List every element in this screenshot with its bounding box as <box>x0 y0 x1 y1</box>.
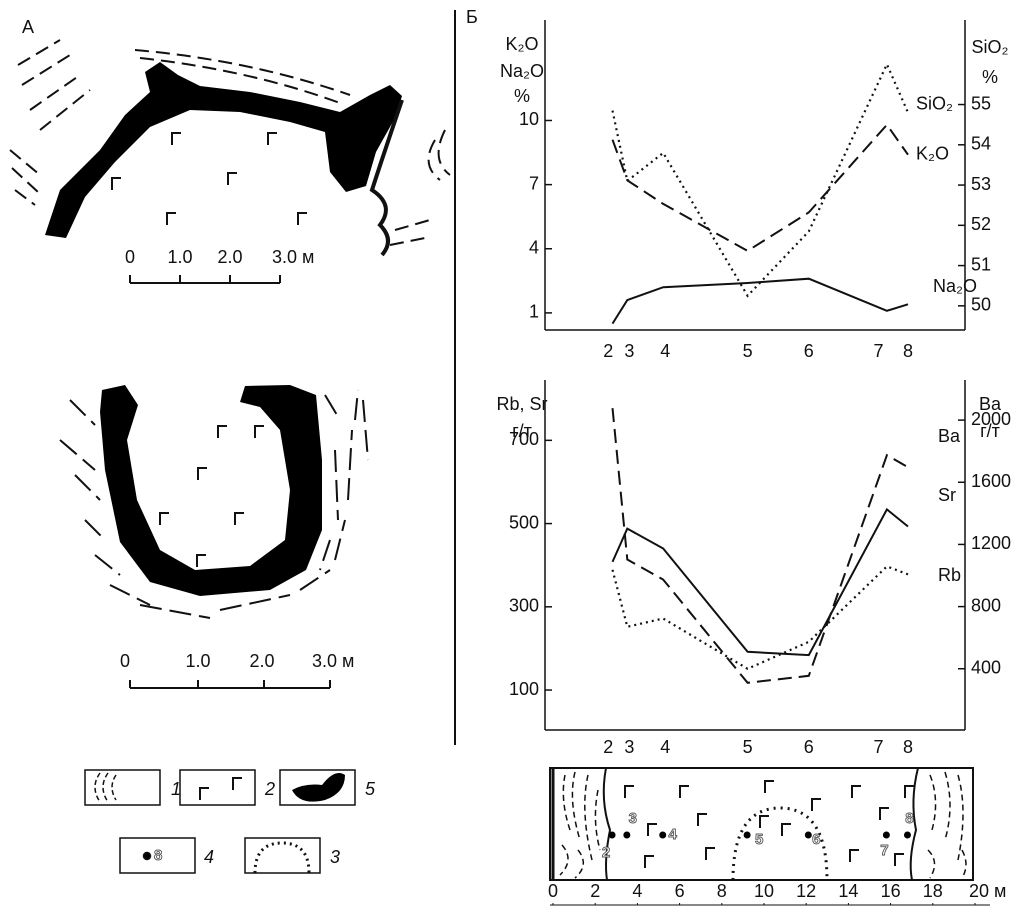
scale-label: 1.0 <box>185 651 210 671</box>
x-tick-label: 4 <box>660 341 670 361</box>
x-tick-label: 6 <box>804 341 814 361</box>
series-line <box>613 279 909 324</box>
series-label: Na₂O <box>933 276 977 296</box>
legend-sample: 8 <box>154 847 162 864</box>
series-label: K₂O <box>916 143 949 163</box>
legend-number: 3 <box>330 847 340 867</box>
scale-label: 0 <box>125 247 135 267</box>
y2-tick-label: 53 <box>971 174 991 194</box>
x-tick-label: 5 <box>743 341 753 361</box>
y-axis-title: % <box>514 86 530 106</box>
sample-point <box>609 832 616 839</box>
x-tick-label: 4 <box>660 737 670 757</box>
y-axis-title: K₂O <box>506 34 539 54</box>
series-line <box>613 125 909 251</box>
x-tick-label: 2 <box>603 737 613 757</box>
section-tick-label: 2 <box>590 881 600 901</box>
y2-tick-label: 400 <box>971 658 1001 678</box>
section-tick-label: 16 <box>881 881 901 901</box>
y-axis-title: Na₂O <box>500 61 544 81</box>
section-tick-label: 18 <box>923 881 943 901</box>
y-tick-label: 1 <box>529 302 539 322</box>
series-label: Rb <box>938 565 961 585</box>
sample-point <box>805 832 812 839</box>
y-axis-title: Rb, Sr <box>496 394 547 414</box>
sample-label: 8 <box>905 810 913 827</box>
series-line <box>613 64 909 295</box>
scale-label: 2.0 <box>249 651 274 671</box>
series-label: SiO₂ <box>916 93 953 113</box>
y2-tick-label: 55 <box>971 93 991 113</box>
y2-tick-label: 52 <box>971 214 991 234</box>
figure: А Б 0 1.0 2.0 3.0 м 0 1.0 2.0 3.0 м <box>0 0 1028 908</box>
y-tick-label: 4 <box>529 238 539 258</box>
y2-tick-label: 51 <box>971 254 991 274</box>
sample-label: 2 <box>602 844 610 861</box>
y2-tick-label: 800 <box>971 595 1001 615</box>
x-tick-label: 7 <box>873 341 883 361</box>
y-tick-label: 700 <box>509 429 539 449</box>
scale-label: 0 <box>120 651 130 671</box>
sample-point <box>904 832 911 839</box>
section-tick-label: 12 <box>796 881 816 901</box>
y2-tick-label: 54 <box>971 134 991 154</box>
legend-number: 2 <box>264 779 275 799</box>
y-tick-label: 300 <box>509 596 539 616</box>
x-tick-label: 6 <box>804 737 814 757</box>
section-tick-label: 14 <box>838 881 858 901</box>
sample-label: 6 <box>812 831 820 848</box>
sample-label: 7 <box>880 842 888 859</box>
legend-number: 4 <box>204 847 214 867</box>
scale-label: 1.0 <box>167 247 192 267</box>
legend-number: 1 <box>171 779 181 799</box>
sample-point <box>883 832 890 839</box>
y2-tick-label: 1600 <box>971 471 1011 491</box>
map-2 <box>60 385 368 688</box>
section-tick-label: 6 <box>675 881 685 901</box>
sample-point <box>623 832 630 839</box>
y2-axis-title: SiO₂ <box>972 37 1009 57</box>
scale-label: 2.0 <box>217 247 242 267</box>
x-tick-label: 2 <box>603 341 613 361</box>
x-tick-label: 8 <box>903 737 913 757</box>
y2-tick-label: 2000 <box>971 409 1011 429</box>
sample-label: 5 <box>755 831 763 848</box>
y2-axis-title: % <box>982 67 998 87</box>
sample-label: 3 <box>629 810 637 827</box>
x-tick-label: 5 <box>743 737 753 757</box>
section-tick-label: 20 м <box>969 881 1006 901</box>
sample-label: 4 <box>669 826 678 843</box>
section-tick-label: 8 <box>717 881 727 901</box>
x-tick-label: 3 <box>624 737 634 757</box>
series-label: Sr <box>938 485 956 505</box>
y-tick-label: 7 <box>529 173 539 193</box>
x-tick-label: 3 <box>624 341 634 361</box>
series-line <box>613 509 909 655</box>
y-tick-label: 500 <box>509 512 539 532</box>
legend <box>85 770 355 873</box>
x-tick-label: 7 <box>873 737 883 757</box>
y-tick-label: 10 <box>519 109 539 129</box>
y-tick-label: 100 <box>509 679 539 699</box>
y2-tick-label: 1200 <box>971 533 1011 553</box>
x-tick-label: 8 <box>903 341 913 361</box>
panel-label: А <box>22 17 34 37</box>
y2-tick-label: 50 <box>971 295 991 315</box>
sample-point <box>744 832 751 839</box>
scale-label: 3.0 м <box>272 247 314 267</box>
sample-point <box>659 832 666 839</box>
scale-label: 3.0 м <box>312 651 354 671</box>
section-tick-label: 0 <box>548 881 558 901</box>
section-tick-label: 10 <box>754 881 774 901</box>
legend-number: 5 <box>365 779 376 799</box>
section-tick-label: 4 <box>632 881 642 901</box>
series-label: Ba <box>938 426 961 446</box>
panel-label: Б <box>466 7 478 27</box>
